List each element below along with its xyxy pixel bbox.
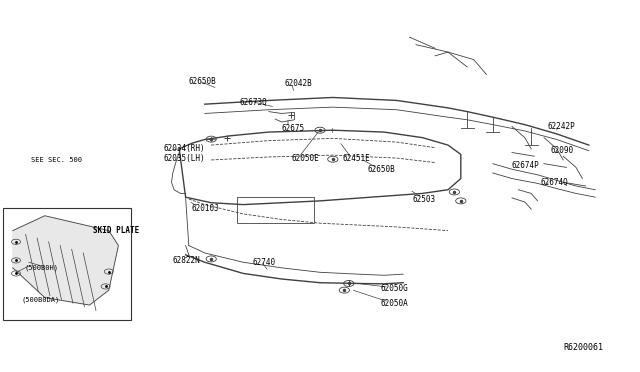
Text: 62503: 62503 bbox=[413, 195, 436, 203]
Text: 62451E: 62451E bbox=[342, 154, 370, 163]
Polygon shape bbox=[13, 216, 118, 305]
Text: 62090: 62090 bbox=[550, 146, 573, 155]
Text: 62740: 62740 bbox=[253, 258, 276, 267]
Text: R6200061: R6200061 bbox=[563, 343, 604, 352]
Text: 62822N: 62822N bbox=[173, 256, 200, 265]
Bar bbox=[3, 208, 131, 320]
Text: (500B0H): (500B0H) bbox=[24, 264, 58, 271]
Text: (500B0DA): (500B0DA) bbox=[21, 296, 60, 303]
Text: 62042B: 62042B bbox=[285, 79, 312, 88]
Text: 62675: 62675 bbox=[282, 124, 305, 133]
Text: 62674Q: 62674Q bbox=[541, 178, 568, 187]
Text: 62035(LH): 62035(LH) bbox=[163, 154, 205, 163]
Text: 62242P: 62242P bbox=[547, 122, 575, 131]
Text: SKID PLATE: SKID PLATE bbox=[93, 226, 139, 235]
Text: 62673Q: 62673Q bbox=[240, 98, 268, 107]
Text: 62050A: 62050A bbox=[381, 299, 408, 308]
Text: 62010J: 62010J bbox=[192, 204, 220, 213]
Text: 62650B: 62650B bbox=[368, 165, 396, 174]
Text: 62050G: 62050G bbox=[381, 284, 408, 293]
Text: 62674P: 62674P bbox=[512, 161, 540, 170]
Text: 62650B: 62650B bbox=[189, 77, 216, 86]
Text: SEE SEC. 500: SEE SEC. 500 bbox=[31, 157, 82, 163]
Text: 62050E: 62050E bbox=[291, 154, 319, 163]
Text: 62034(RH): 62034(RH) bbox=[163, 144, 205, 153]
